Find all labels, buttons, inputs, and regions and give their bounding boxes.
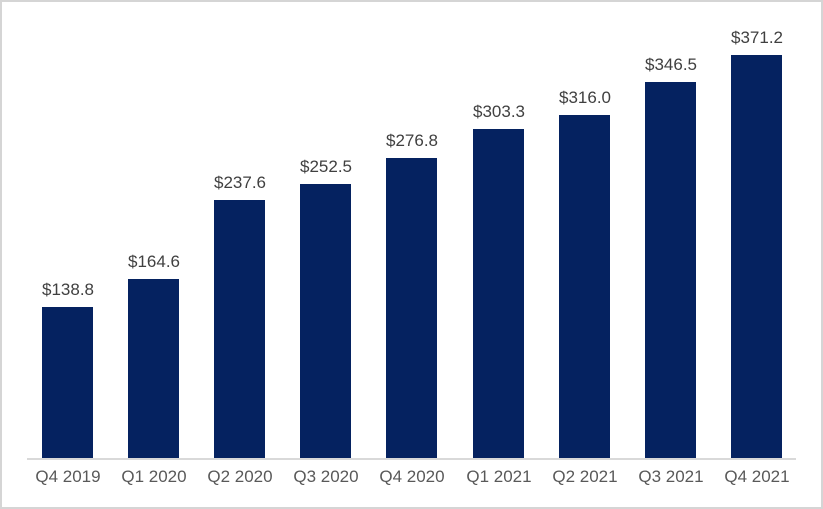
bar-value-label-q4-2019: $138.8: [42, 280, 94, 299]
bar-q1-2020[interactable]: [128, 279, 179, 458]
bar-value-label-q4-2020: $276.8: [386, 131, 438, 150]
bar-q2-2021[interactable]: [559, 115, 610, 458]
bar-value-label-q1-2020: $164.6: [128, 252, 180, 271]
bar-value-label-q3-2020: $252.5: [300, 157, 352, 176]
bar-q3-2020[interactable]: [300, 184, 351, 458]
bar-value-label-q1-2021: $303.3: [473, 102, 525, 121]
x-axis-label-q1-2020: Q1 2020: [121, 467, 187, 486]
bar-q1-2021[interactable]: [473, 129, 524, 458]
x-axis-label-q4-2019: Q4 2019: [35, 467, 101, 486]
x-axis-label-q2-2020: Q2 2020: [207, 467, 273, 486]
bar-q3-2021[interactable]: [645, 82, 696, 458]
bar-q2-2020[interactable]: [214, 200, 265, 458]
bar-value-label-q2-2020: $237.6: [214, 173, 266, 192]
x-axis-label-q4-2021: Q4 2021: [724, 467, 790, 486]
x-axis-label-q2-2021: Q2 2021: [552, 467, 618, 486]
x-axis-label-q1-2021: Q1 2021: [466, 467, 532, 486]
bar-q4-2021[interactable]: [731, 55, 782, 458]
bar-value-label-q4-2021: $371.2: [731, 28, 783, 47]
x-axis-line: [27, 458, 796, 460]
x-axis-label-q4-2020: Q4 2020: [379, 467, 445, 486]
bar-value-label-q2-2021: $316.0: [559, 88, 611, 107]
bar-q4-2020[interactable]: [386, 158, 437, 458]
x-axis-label-q3-2021: Q3 2021: [638, 467, 704, 486]
bar-q4-2019[interactable]: [42, 307, 93, 458]
bar-value-label-q3-2021: $346.5: [645, 55, 697, 74]
x-axis-label-q3-2020: Q3 2020: [293, 467, 359, 486]
